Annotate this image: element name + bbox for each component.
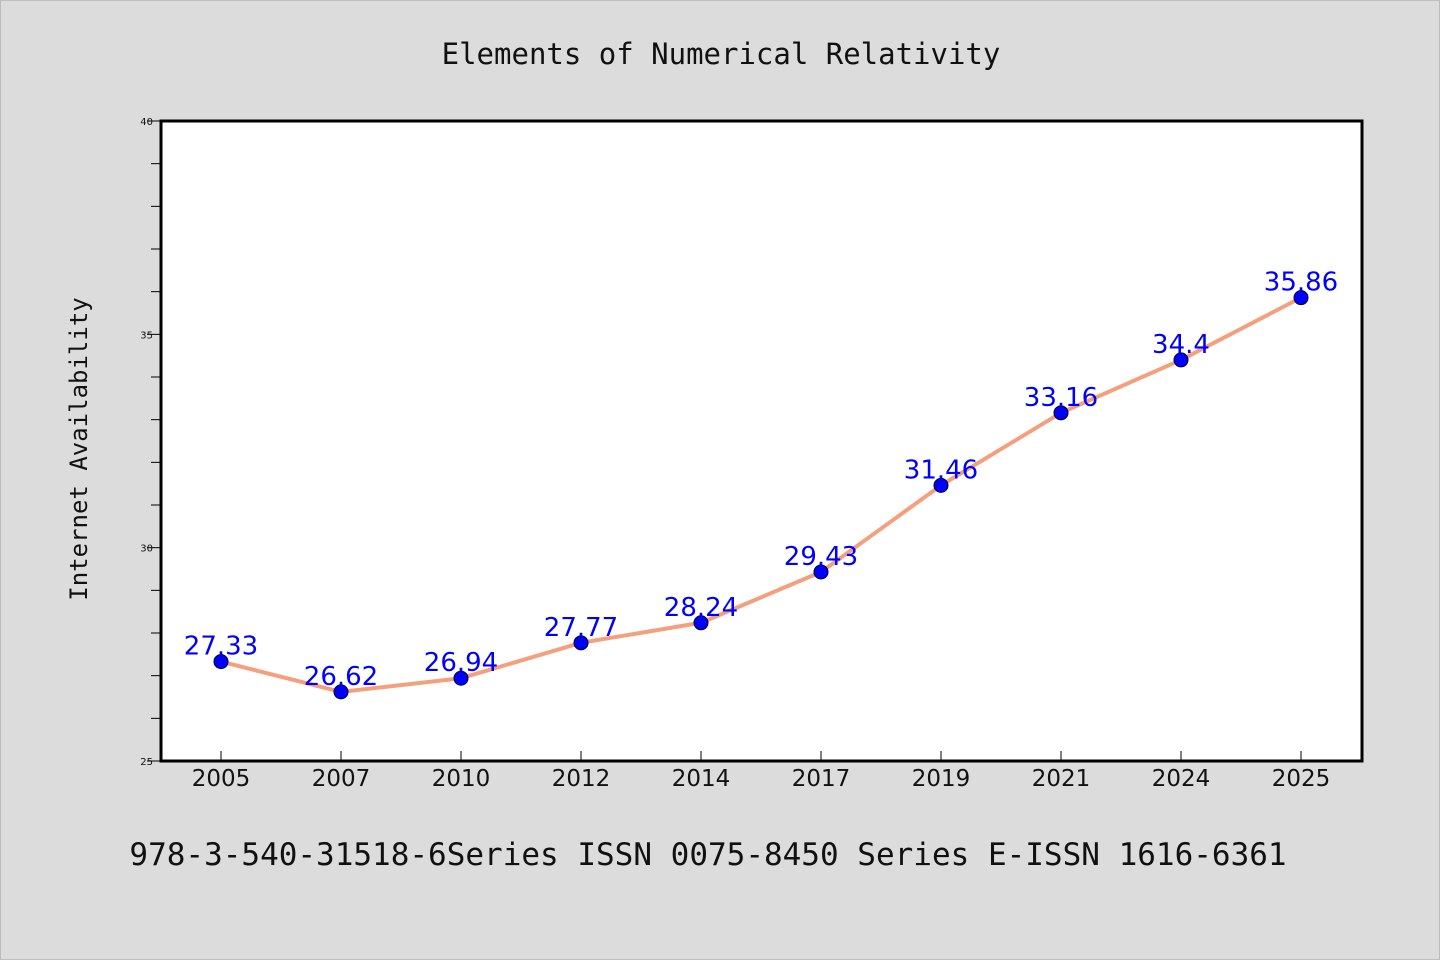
data-point-marker <box>1053 405 1069 421</box>
y-axis-label: Internet Availability <box>65 297 93 600</box>
y-tick-label: 35 <box>140 330 153 341</box>
data-label: 26.62 <box>304 662 378 692</box>
markers-layer <box>213 290 1309 700</box>
data-point-marker <box>933 477 949 493</box>
x-axis: 2005 2007 2010 2012 2014 2017 2019 2021 2024 2025 <box>192 751 1331 792</box>
x-tick-label: 2007 <box>312 766 371 792</box>
data-label: 28.24 <box>664 593 738 623</box>
data-label: 33.16 <box>1024 383 1098 413</box>
x-tick-label: 2014 <box>672 766 731 792</box>
data-point-marker <box>333 684 349 700</box>
y-tick-label: 30 <box>140 544 153 555</box>
series-line <box>219 295 1303 694</box>
data-point-marker <box>1293 290 1309 306</box>
x-tick-label: 2010 <box>432 766 491 792</box>
data-labels-layer: 27.33 26.62 26.94 27.77 28.24 29.43 31.46 33.16… <box>184 268 1338 692</box>
y-tick-label: 25 <box>140 757 153 768</box>
x-tick-label: 2017 <box>792 766 851 792</box>
chart-title: Elements of Numerical Relativity <box>442 37 1001 71</box>
data-point-marker <box>573 635 589 651</box>
x-tick-label: 2019 <box>912 766 971 792</box>
plot-area <box>159 119 1364 763</box>
footer-isbn-issn: 978-3-540-31518-6Series ISSN 0075-8450 S… <box>129 837 1286 873</box>
series-line-layer <box>219 295 1303 694</box>
data-point-marker <box>213 654 229 670</box>
data-point-marker <box>693 615 709 631</box>
data-point-marker <box>1173 352 1189 368</box>
data-point-marker <box>813 564 829 580</box>
data-point-marker <box>453 670 469 686</box>
y-tick-label: 40 <box>140 117 153 128</box>
data-label: 35.86 <box>1264 268 1338 298</box>
x-tick-label: 2025 <box>1272 766 1331 792</box>
data-label: 27.33 <box>184 632 258 662</box>
data-label: 26.94 <box>424 648 498 678</box>
data-label: 34.4 <box>1152 330 1210 360</box>
x-tick-label: 2021 <box>1032 766 1091 792</box>
data-label: 27.77 <box>544 613 618 643</box>
x-tick-label: 2005 <box>192 766 251 792</box>
y-axis: 25 30 35 40 <box>140 117 161 768</box>
data-label: 31.46 <box>904 455 978 485</box>
data-label: 29.43 <box>784 542 858 572</box>
x-tick-label: 2012 <box>552 766 611 792</box>
x-tick-label: 2024 <box>1152 766 1211 792</box>
